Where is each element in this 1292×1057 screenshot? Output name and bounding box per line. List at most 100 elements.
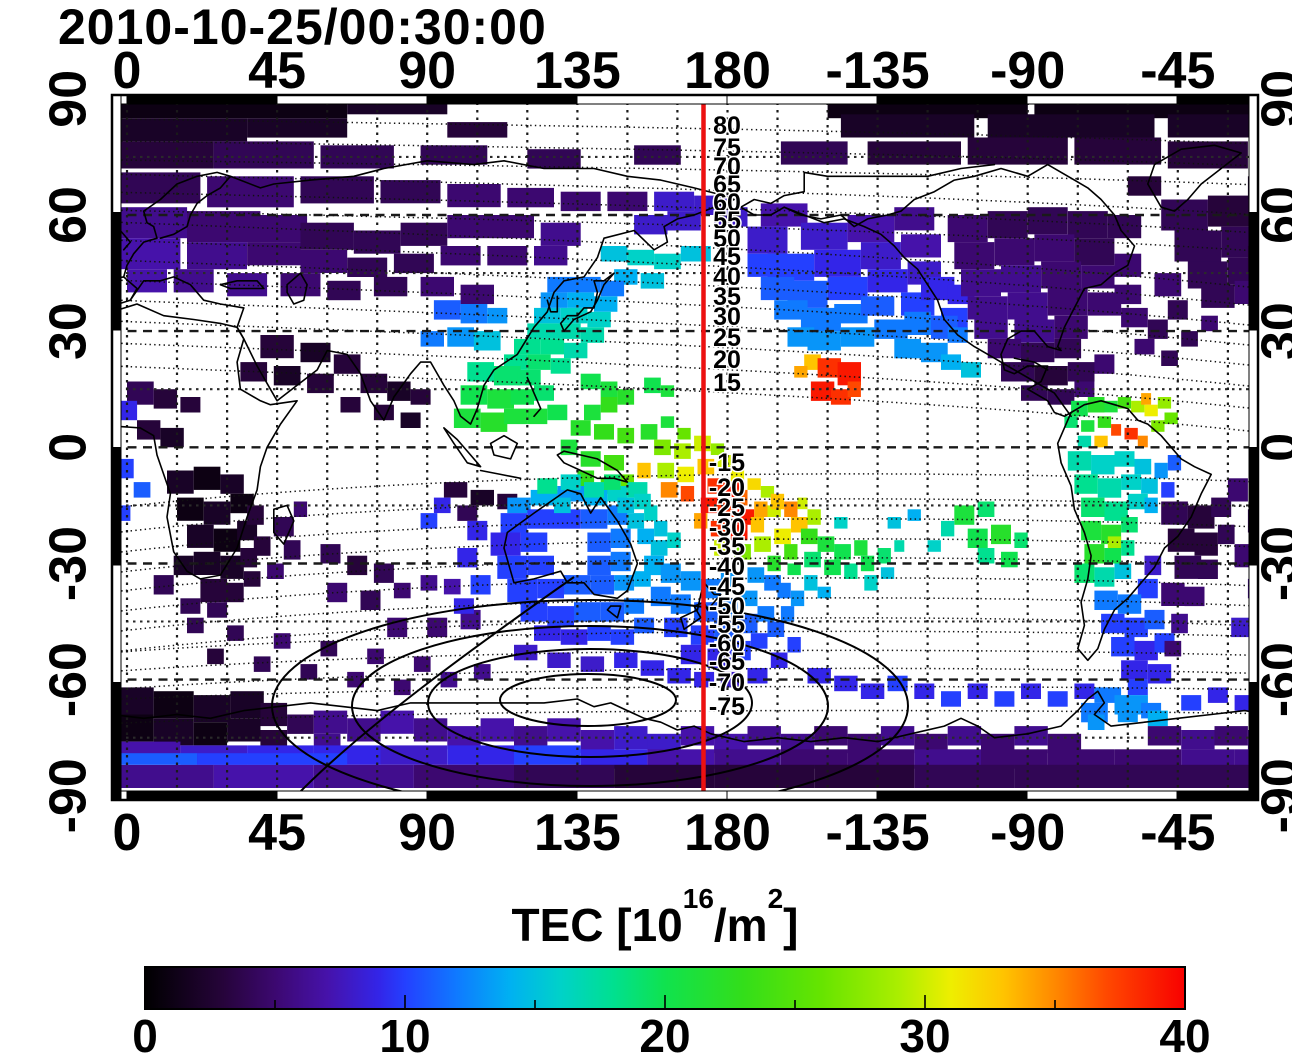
tec-cell <box>987 114 1155 138</box>
tec-cell <box>800 528 818 545</box>
coastline <box>1056 399 1212 662</box>
tec-cell <box>637 462 651 479</box>
contour-value-label: 20 <box>713 346 741 374</box>
tec-cell <box>680 246 711 262</box>
tec-cell <box>834 517 848 529</box>
colorbar-tick-labels: 0 10 20 30 40 <box>132 1010 1210 1057</box>
tec-cell <box>247 505 264 525</box>
tec-cell <box>804 551 821 568</box>
magnetic-latitude-contour <box>113 538 1257 574</box>
tec-cell <box>517 369 541 386</box>
tec-cell <box>327 280 361 301</box>
tec-cell <box>604 474 621 490</box>
tec-cell <box>460 304 488 324</box>
tec-cell <box>977 548 995 564</box>
tec-cell <box>921 276 955 301</box>
tec-cell <box>400 412 421 428</box>
tec-cell <box>650 540 668 556</box>
tec-cell <box>537 478 558 494</box>
tec-cell <box>854 540 868 556</box>
x-tick-label: -90 <box>990 42 1065 100</box>
tec-cell <box>353 230 401 254</box>
tec-cell <box>734 489 748 506</box>
tec-cell <box>817 358 841 378</box>
tec-cell <box>947 726 982 746</box>
tec-cell <box>227 273 268 297</box>
frame-segment <box>726 94 878 105</box>
tec-cell <box>714 207 748 227</box>
tec-cell <box>420 276 454 297</box>
tec-cell <box>220 474 244 494</box>
tec-cell <box>827 276 868 301</box>
tec-cell <box>1041 261 1082 289</box>
tec-cell <box>714 749 781 769</box>
coastline <box>546 295 559 313</box>
tec-cell <box>540 292 568 308</box>
tec-cell <box>1121 474 1142 490</box>
tec-cell <box>133 482 151 498</box>
tec-cell <box>837 362 861 386</box>
tec-cell <box>987 211 1028 239</box>
tec-cell <box>520 532 548 552</box>
tec-cell <box>754 536 771 552</box>
tec-cell <box>340 397 361 413</box>
tec-cell <box>153 575 174 595</box>
tec-cell <box>650 586 671 607</box>
tec-cell <box>527 509 554 529</box>
tec-cell <box>587 532 611 552</box>
tec-cell <box>784 544 798 560</box>
tec-cell <box>347 671 364 688</box>
contour-value-label: -35 <box>709 533 745 561</box>
tec-cell <box>580 451 601 467</box>
frame-segment <box>876 790 1028 801</box>
tec-cell <box>360 590 381 610</box>
tec-cell <box>1074 238 1115 266</box>
tec-cell <box>774 300 808 320</box>
tec-cell <box>834 675 858 692</box>
magnetic-latitude-contour <box>113 221 1257 289</box>
tec-cell <box>447 122 508 138</box>
tec-cell <box>660 563 681 583</box>
tec-cell <box>1231 617 1252 638</box>
tec-cell <box>514 764 615 788</box>
tec-cell <box>460 284 494 305</box>
tec-cell <box>1144 404 1158 417</box>
tec-cell <box>717 598 738 618</box>
tec-cell <box>153 389 178 409</box>
tec-cell <box>500 513 528 533</box>
tec-cell <box>1067 362 1095 382</box>
tec-cell <box>113 118 248 142</box>
tec-cell <box>640 660 665 676</box>
tec-cell <box>1151 420 1165 432</box>
tec-cell <box>614 652 638 668</box>
tec-cell <box>780 749 848 769</box>
tec-cell <box>514 338 541 355</box>
magnetic-latitude-contour <box>113 279 1257 347</box>
tec-cell <box>177 497 204 521</box>
tec-cell <box>634 215 668 235</box>
tec-cell <box>1114 284 1142 305</box>
tec-cell <box>830 389 851 405</box>
tec-cell <box>380 180 441 204</box>
tec-cell <box>153 691 194 719</box>
tec-cell <box>747 668 768 684</box>
tec-cell <box>473 664 491 680</box>
tec-cell <box>320 640 338 657</box>
tec-cell <box>1034 234 1075 262</box>
tec-cell <box>660 416 675 428</box>
tec-cell <box>1131 400 1145 413</box>
tec-cell <box>847 215 895 243</box>
tec-cell <box>540 338 565 355</box>
contour-value-label: 50 <box>713 225 741 253</box>
tec-cell <box>954 242 995 270</box>
tec-cell <box>213 764 314 788</box>
tec-cell <box>640 273 665 289</box>
tec-cell <box>634 617 655 634</box>
tec-cell <box>907 509 921 521</box>
tec-cell <box>797 497 808 510</box>
tec-cell <box>754 501 768 517</box>
tec-cell <box>510 389 534 405</box>
contour-value-label: -60 <box>709 630 745 658</box>
tec-cell <box>507 187 554 208</box>
tec-cell <box>714 540 728 556</box>
